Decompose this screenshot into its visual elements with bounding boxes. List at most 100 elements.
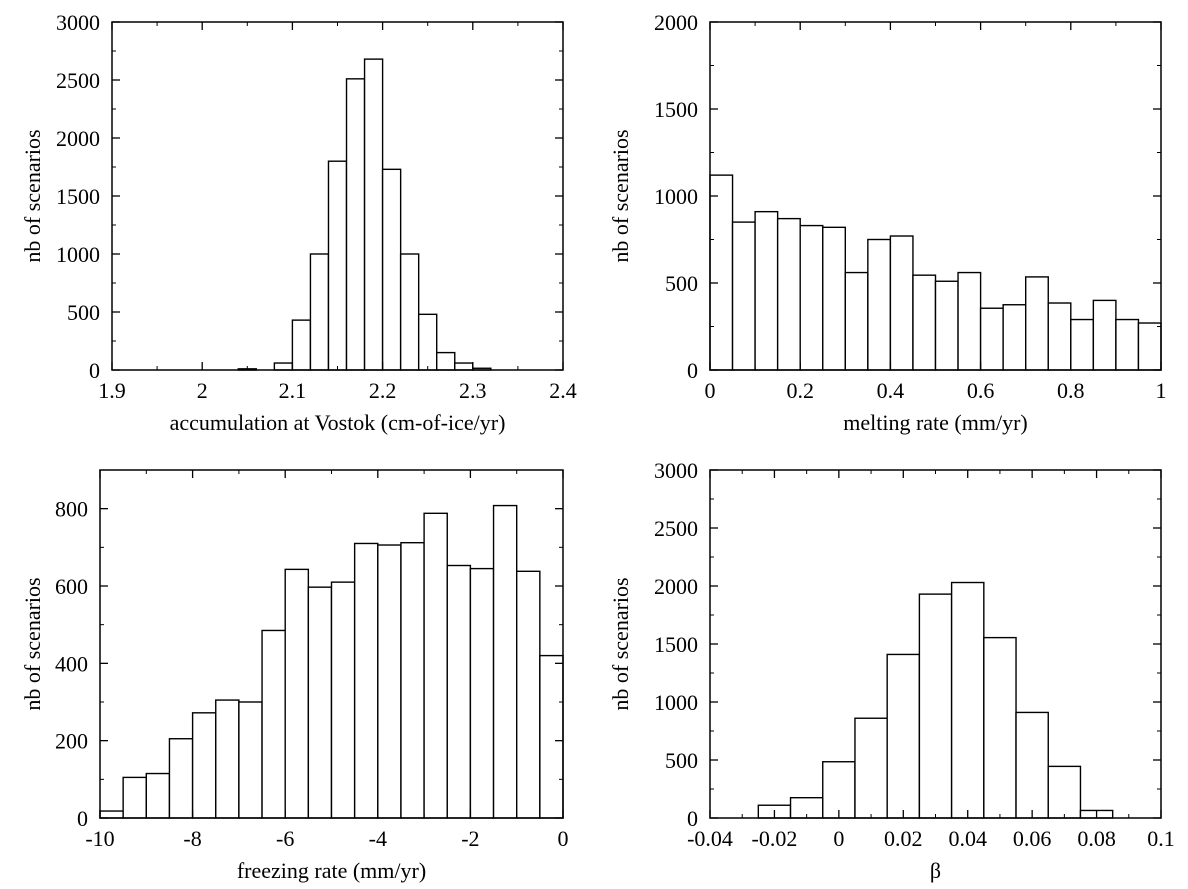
histogram-bar [145,772,171,819]
y-axis-label: nb of scenarios [608,577,633,710]
histogram-bar [423,512,448,819]
histogram-bar [912,274,937,371]
histogram-bar [799,224,824,371]
histogram-bar [307,586,333,819]
histogram-bar [889,235,914,371]
x-tick-label: 0.2 [786,378,814,403]
histogram-bar [417,313,438,371]
histogram-bar [1015,711,1049,819]
histogram-bar [1115,318,1140,371]
x-tick-label: 0.02 [884,826,923,851]
x-tick-label: 0.4 [877,378,905,403]
y-tick-label: 500 [665,271,698,296]
x-tick-label: -0.02 [752,826,798,851]
histogram-bar [886,653,921,819]
x-tick-label: 0.8 [1057,378,1085,403]
histogram-bar [330,581,356,819]
x-axis-label: β [930,858,941,883]
histogram-bar [854,717,888,819]
histogram-bar [822,761,856,819]
y-tick-label: 0 [687,806,698,831]
histogram-bar [1047,302,1072,371]
histogram-bar [1047,765,1082,819]
histogram-bar [377,544,402,819]
histogram-bar [844,271,869,371]
x-tick-label: 0.06 [1013,826,1052,851]
histogram-bar [1092,299,1117,371]
histogram-bar [1024,276,1049,371]
histogram-bar [776,217,801,371]
histogram-bar [215,699,240,819]
histogram-bar [709,174,734,371]
x-tick-label: -6 [276,826,294,851]
y-tick-label: 800 [55,497,88,522]
x-axis-label: melting rate (mm/yr) [843,410,1028,435]
y-tick-label: 0 [687,358,698,383]
histogram-bar [168,738,194,819]
y-tick-label: 0 [89,358,100,383]
y-tick-label: 1500 [654,632,698,657]
histogram-bar [950,581,985,819]
histogram-bar [238,701,263,819]
melting-rate-histogram-panel: 0 0.2 0.4 0.6 0.8 1 0 500 1000 1500 2000 melting ra… [608,10,1167,435]
x-tick-label: 2.3 [459,378,487,403]
y-tick-label: 2000 [654,10,698,35]
histogram-bar [261,629,286,819]
x-tick-label: -4 [369,826,387,851]
histogram-bar [492,504,518,819]
x-tick-label: 2 [197,378,208,403]
y-axis-label: nb of scenarios [608,129,633,262]
histogram-bar [327,160,348,371]
x-tick-label: -10 [85,826,114,851]
x-tick-label: 2.1 [279,378,307,403]
histogram-bar [1070,318,1095,371]
y-tick-label: 500 [67,300,100,325]
histogram-bar [436,351,456,371]
x-tick-label: 2.4 [549,378,577,403]
x-tick-label: 0 [833,826,844,851]
x-tick-label: -2 [461,826,479,851]
histogram-bar [867,238,892,371]
x-tick-label: 0 [705,378,716,403]
histogram-bar [273,362,294,371]
histogram-bar [983,636,1017,819]
y-tick-label: 2500 [654,516,698,541]
histogram-bar [353,542,379,819]
histogram-bar [469,567,495,819]
y-tick-label: 3000 [654,458,698,483]
histogram-bar [191,712,217,819]
histogram-bar [363,58,384,371]
histogram-bar [400,541,425,819]
y-tick-label: 600 [55,574,88,599]
y-axis-label: nb of scenarios [20,129,45,262]
histogram-bar [122,776,148,819]
histogram-bar [381,168,402,371]
x-tick-label: 0.04 [948,826,987,851]
y-tick-label: 400 [55,651,88,676]
y-tick-label: 1000 [654,184,698,209]
x-tick-label: 1 [1156,378,1167,403]
y-tick-label: 2000 [654,574,698,599]
freezing-rate-histogram-panel: -10 -8 -6 -4 -2 0 0 200 400 600 800 freezing rate (… [20,469,569,883]
histogram-bar [754,210,779,371]
x-tick-label: 0.08 [1077,826,1116,851]
y-tick-label: 3000 [56,10,100,35]
histogram-bar [446,564,472,819]
histogram-bar [516,570,541,819]
y-tick-label: 1500 [56,184,100,209]
x-tick-label: 0.6 [967,378,995,403]
y-tick-label: 1000 [56,242,100,267]
y-tick-label: 2000 [56,126,100,151]
x-tick-label: 0.1 [1147,826,1175,851]
histogram-bar [539,654,564,819]
y-tick-label: 2500 [56,68,100,93]
histogram-bar [957,271,982,371]
histogram-bar [291,319,312,371]
histogram-bar [934,280,959,371]
x-tick-label: 2.2 [369,378,397,403]
histogram-bar [1002,304,1027,371]
x-tick-label: 1.9 [98,378,126,403]
histogram-bar [731,221,756,371]
x-tick-label: -0.04 [687,826,733,851]
histogram-bar [918,593,953,819]
